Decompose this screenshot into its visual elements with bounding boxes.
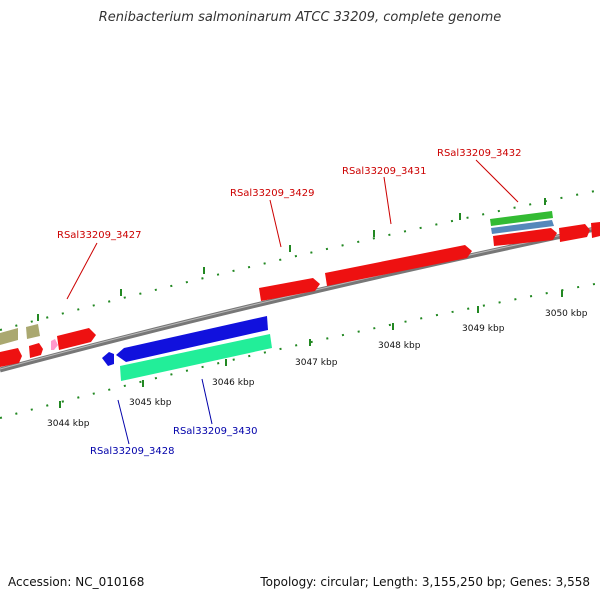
gene-red-small-a[interactable] — [0, 348, 22, 367]
accession-text: Accession: NC_010168 — [8, 575, 145, 589]
inner-major-ticks — [59, 290, 563, 408]
tick-label-3049: 3049 kbp — [462, 324, 505, 334]
reverse-genes — [102, 316, 272, 381]
map-title: Renibacterium salmoninarum ATCC 33209, c… — [98, 10, 502, 25]
gene-pink[interactable] — [51, 339, 58, 350]
outer-ruler-dots — [0, 189, 600, 331]
forward-genes — [0, 211, 600, 367]
label-rsal33209-3428[interactable]: RSal33209_3428 — [90, 446, 174, 457]
gene-rsal33209-3427[interactable] — [57, 328, 96, 350]
genome-backbone — [0, 225, 600, 373]
outer-major-ticks — [37, 198, 546, 321]
gene-red-right-a[interactable] — [559, 224, 590, 242]
tick-label-3044: 3044 kbp — [47, 419, 90, 429]
genome-summary-text: Topology: circular; Length: 3,155,250 bp… — [260, 575, 590, 589]
gene-blue-small[interactable] — [102, 352, 114, 366]
gene-green[interactable] — [490, 211, 553, 226]
label-rsal33209-3431[interactable]: RSal33209_3431 — [342, 166, 426, 177]
gene-rsal33209-3429[interactable] — [259, 278, 320, 301]
tick-label-3048: 3048 kbp — [378, 341, 421, 351]
tick-label-3050: 3050 kbp — [545, 309, 588, 319]
tick-label-3045: 3045 kbp — [129, 398, 172, 408]
inner-ruler-dots — [0, 282, 600, 419]
label-rsal33209-3430[interactable]: RSal33209_3430 — [173, 426, 257, 437]
gene-rsal33209-3431[interactable] — [325, 245, 472, 286]
gene-steel[interactable] — [491, 220, 554, 234]
genome-backbone-highlight — [0, 226, 600, 370]
tick-label-3046: 3046 kbp — [212, 378, 255, 388]
gene-rsal33209-3430[interactable] — [120, 334, 272, 381]
gene-red-small-b[interactable] — [29, 343, 43, 358]
label-rsal33209-3432[interactable]: RSal33209_3432 — [437, 148, 521, 159]
tick-label-3047: 3047 kbp — [295, 358, 338, 368]
gene-olive-2[interactable] — [26, 324, 40, 339]
label-rsal33209-3427[interactable]: RSal33209_3427 — [57, 230, 141, 241]
gene-red-right-b[interactable] — [591, 222, 600, 238]
gene-rsal33209-3432[interactable] — [493, 228, 557, 246]
label-rsal33209-3429[interactable]: RSal33209_3429 — [230, 188, 314, 199]
label-leaders — [66, 159, 519, 445]
gene-olive-1[interactable] — [0, 328, 18, 345]
gene-rsal33209-3428[interactable] — [116, 316, 268, 362]
